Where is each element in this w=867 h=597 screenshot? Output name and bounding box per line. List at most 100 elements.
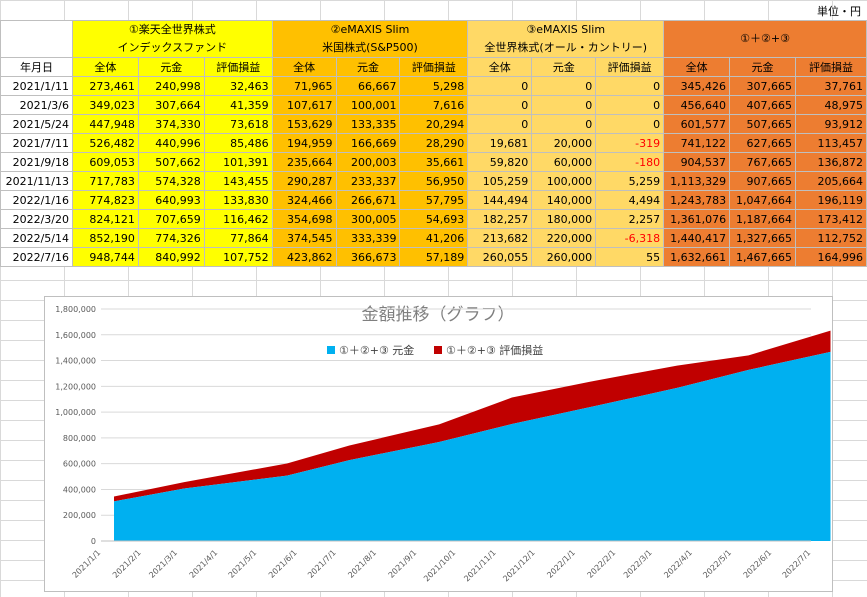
- value-cell[interactable]: 116,462: [203, 209, 273, 229]
- value-cell[interactable]: 100,000: [531, 171, 597, 191]
- value-cell[interactable]: 307,664: [137, 95, 205, 115]
- value-cell[interactable]: 55: [595, 247, 665, 267]
- g1-gain-header[interactable]: 評価損益: [203, 57, 273, 77]
- value-cell[interactable]: 0: [531, 76, 597, 96]
- value-cell[interactable]: 407,665: [729, 95, 797, 115]
- value-cell[interactable]: 7,616: [399, 95, 469, 115]
- value-cell[interactable]: 77,864: [203, 228, 273, 248]
- value-cell[interactable]: 20,000: [531, 133, 597, 153]
- value-cell[interactable]: 133,830: [203, 190, 273, 210]
- value-cell[interactable]: 54,693: [399, 209, 469, 229]
- value-cell[interactable]: 60,000: [531, 152, 597, 172]
- value-cell[interactable]: 235,664: [271, 152, 337, 172]
- value-cell[interactable]: 71,965: [271, 76, 337, 96]
- date-cell[interactable]: 2022/1/16: [0, 190, 73, 210]
- value-cell[interactable]: 423,862: [271, 247, 337, 267]
- value-cell[interactable]: 41,206: [399, 228, 469, 248]
- g4-total-header[interactable]: 全体: [663, 57, 731, 77]
- value-cell[interactable]: 374,545: [271, 228, 337, 248]
- value-cell[interactable]: 374,330: [137, 114, 205, 134]
- g2-total-header[interactable]: 全体: [271, 57, 337, 77]
- value-cell[interactable]: 143,455: [203, 171, 273, 191]
- value-cell[interactable]: 707,659: [137, 209, 205, 229]
- value-cell[interactable]: 35,661: [399, 152, 469, 172]
- value-cell[interactable]: 2,257: [595, 209, 665, 229]
- g4-principal-header[interactable]: 元金: [729, 57, 797, 77]
- value-cell[interactable]: 220,000: [531, 228, 597, 248]
- value-cell[interactable]: 200,003: [335, 152, 401, 172]
- value-cell[interactable]: 85,486: [203, 133, 273, 153]
- value-cell[interactable]: 93,912: [795, 114, 867, 134]
- value-cell[interactable]: 0: [467, 76, 533, 96]
- value-cell[interactable]: 266,671: [335, 190, 401, 210]
- value-cell[interactable]: 0: [467, 95, 533, 115]
- value-cell[interactable]: 601,577: [663, 114, 731, 134]
- value-cell[interactable]: -6,318: [595, 228, 665, 248]
- value-cell[interactable]: 32,463: [203, 76, 273, 96]
- value-cell[interactable]: 19,681: [467, 133, 533, 153]
- value-cell[interactable]: 233,337: [335, 171, 401, 191]
- value-cell[interactable]: 0: [531, 95, 597, 115]
- value-cell[interactable]: 205,664: [795, 171, 867, 191]
- value-cell[interactable]: 59,820: [467, 152, 533, 172]
- value-cell[interactable]: 354,698: [271, 209, 337, 229]
- value-cell[interactable]: 507,662: [137, 152, 205, 172]
- value-cell[interactable]: 101,391: [203, 152, 273, 172]
- value-cell[interactable]: 136,872: [795, 152, 867, 172]
- chart-container[interactable]: 金額推移（グラフ） ①＋②+③ 元金 ①＋②+③ 評価損益 0 200,000 40…: [44, 296, 833, 592]
- value-cell[interactable]: 144,494: [467, 190, 533, 210]
- group-header-1[interactable]: ①楽天全世界株式 インデックスファンド: [71, 20, 273, 58]
- value-cell[interactable]: 456,640: [663, 95, 731, 115]
- date-cell[interactable]: 2022/3/20: [0, 209, 73, 229]
- value-cell[interactable]: 56,950: [399, 171, 469, 191]
- value-cell[interactable]: 140,000: [531, 190, 597, 210]
- g2-principal-header[interactable]: 元金: [335, 57, 401, 77]
- value-cell[interactable]: 907,665: [729, 171, 797, 191]
- value-cell[interactable]: 0: [467, 114, 533, 134]
- value-cell[interactable]: -180: [595, 152, 665, 172]
- value-cell[interactable]: 300,005: [335, 209, 401, 229]
- value-cell[interactable]: 66,667: [335, 76, 401, 96]
- value-cell[interactable]: 164,996: [795, 247, 867, 267]
- value-cell[interactable]: 213,682: [467, 228, 533, 248]
- value-cell[interactable]: 574,328: [137, 171, 205, 191]
- value-cell[interactable]: 0: [595, 95, 665, 115]
- value-cell[interactable]: 0: [531, 114, 597, 134]
- g2-gain-header[interactable]: 評価損益: [399, 57, 469, 77]
- value-cell[interactable]: 1,047,664: [729, 190, 797, 210]
- value-cell[interactable]: 107,752: [203, 247, 273, 267]
- value-cell[interactable]: 194,959: [271, 133, 337, 153]
- group-header-4[interactable]: ①＋②+③: [663, 20, 867, 58]
- value-cell[interactable]: 1,187,664: [729, 209, 797, 229]
- g1-total-header[interactable]: 全体: [71, 57, 139, 77]
- value-cell[interactable]: 5,298: [399, 76, 469, 96]
- value-cell[interactable]: 948,744: [71, 247, 139, 267]
- value-cell[interactable]: 717,783: [71, 171, 139, 191]
- g3-total-header[interactable]: 全体: [467, 57, 533, 77]
- value-cell[interactable]: 307,665: [729, 76, 797, 96]
- date-cell[interactable]: 2022/7/16: [0, 247, 73, 267]
- value-cell[interactable]: 37,761: [795, 76, 867, 96]
- value-cell[interactable]: 767,665: [729, 152, 797, 172]
- value-cell[interactable]: 273,461: [71, 76, 139, 96]
- value-cell[interactable]: 904,537: [663, 152, 731, 172]
- g4-gain-header[interactable]: 評価損益: [795, 57, 867, 77]
- value-cell[interactable]: 153,629: [271, 114, 337, 134]
- value-cell[interactable]: 1,327,665: [729, 228, 797, 248]
- value-cell[interactable]: 627,665: [729, 133, 797, 153]
- value-cell[interactable]: 5,259: [595, 171, 665, 191]
- date-cell[interactable]: 2022/5/14: [0, 228, 73, 248]
- value-cell[interactable]: 526,482: [71, 133, 139, 153]
- value-cell[interactable]: 440,996: [137, 133, 205, 153]
- value-cell[interactable]: 57,795: [399, 190, 469, 210]
- value-cell[interactable]: 345,426: [663, 76, 731, 96]
- value-cell[interactable]: 0: [595, 76, 665, 96]
- date-cell[interactable]: 2021/11/13: [0, 171, 73, 191]
- value-cell[interactable]: 0: [595, 114, 665, 134]
- value-cell[interactable]: 182,257: [467, 209, 533, 229]
- header-empty-cell[interactable]: [0, 20, 73, 58]
- value-cell[interactable]: 73,618: [203, 114, 273, 134]
- value-cell[interactable]: 447,948: [71, 114, 139, 134]
- value-cell[interactable]: 1,632,661: [663, 247, 731, 267]
- value-cell[interactable]: 4,494: [595, 190, 665, 210]
